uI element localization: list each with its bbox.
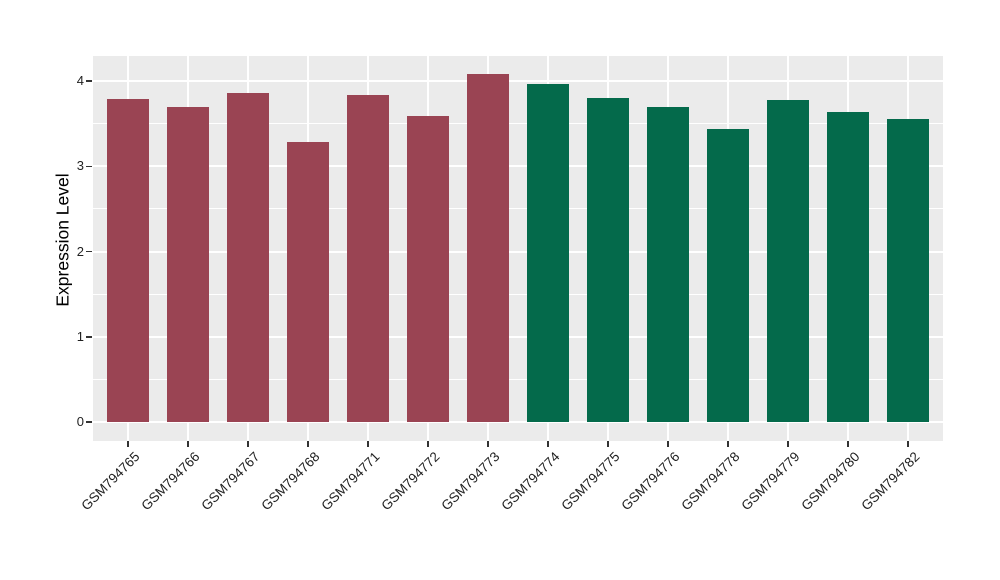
y-tick-4 <box>86 80 92 82</box>
x-tick-GSM794768 <box>307 441 309 447</box>
x-tick-GSM794780 <box>847 441 849 447</box>
x-tick-label-GSM794766: GSM794766 <box>138 449 203 514</box>
x-tick-label-GSM794771: GSM794771 <box>318 449 383 514</box>
x-tick-GSM794774 <box>547 441 549 447</box>
bar-gsm794774 <box>527 83 569 422</box>
plot-panel <box>93 56 943 441</box>
bar-gsm794765 <box>107 98 149 422</box>
x-tick-GSM794771 <box>367 441 369 447</box>
y-tick-0 <box>86 421 92 423</box>
x-tick-label-GSM794780: GSM794780 <box>798 449 863 514</box>
minor-gridline-y-1.5 <box>93 293 943 295</box>
bar-gsm794778 <box>707 128 749 422</box>
x-tick-label-GSM794767: GSM794767 <box>198 449 263 514</box>
bar-gsm794767 <box>227 92 269 422</box>
x-tick-GSM794775 <box>607 441 609 447</box>
bar-gsm794780 <box>827 111 869 422</box>
x-tick-GSM794767 <box>247 441 249 447</box>
major-gridline-y-0 <box>93 421 943 423</box>
bar-gsm794773 <box>467 74 509 422</box>
y-tick-label-4: 4 <box>76 73 84 88</box>
x-tick-label-GSM794765: GSM794765 <box>78 449 143 514</box>
y-tick-1 <box>86 336 92 338</box>
bar-gsm794768 <box>287 142 329 422</box>
y-tick-label-1: 1 <box>76 328 84 344</box>
major-gridline-y-2 <box>93 250 943 253</box>
bar-gsm794772 <box>407 115 449 422</box>
y-axis-title: Expression Level <box>52 173 73 307</box>
major-gridline-y-4 <box>93 80 943 82</box>
minor-gridline-y-3.5 <box>93 123 943 125</box>
y-tick-label-0: 0 <box>76 414 84 429</box>
x-tick-GSM794773 <box>487 441 489 447</box>
minor-gridline-y-0.5 <box>93 378 943 380</box>
bar-gsm794779 <box>767 99 809 422</box>
major-gridline-y-1 <box>93 335 943 338</box>
x-tick-label-GSM794776: GSM794776 <box>618 449 683 514</box>
x-tick-GSM794782 <box>907 441 909 447</box>
major-gridline-y-3 <box>93 165 943 168</box>
x-tick-GSM794778 <box>727 441 729 447</box>
minor-gridline-y-2.5 <box>93 208 943 210</box>
x-tick-GSM794772 <box>427 441 429 447</box>
bar-gsm794782 <box>887 119 929 422</box>
x-tick-GSM794776 <box>667 441 669 447</box>
y-tick-label-2: 2 <box>76 243 84 259</box>
y-tick-3 <box>86 165 92 167</box>
bar-gsm794771 <box>347 94 389 422</box>
x-tick-label-GSM794774: GSM794774 <box>498 449 563 514</box>
x-tick-label-GSM794768: GSM794768 <box>258 449 323 514</box>
bar-gsm794775 <box>587 98 629 422</box>
x-tick-label-GSM794779: GSM794779 <box>738 449 803 514</box>
x-tick-label-GSM794773: GSM794773 <box>438 449 503 514</box>
x-tick-GSM794779 <box>787 441 789 447</box>
bar-gsm794776 <box>647 106 689 422</box>
x-tick-GSM794766 <box>187 441 189 447</box>
bar-gsm794766 <box>167 106 209 422</box>
x-tick-label-GSM794775: GSM794775 <box>558 449 623 514</box>
y-tick-2 <box>86 250 92 253</box>
x-tick-label-GSM794778: GSM794778 <box>678 449 743 514</box>
y-tick-label-3: 3 <box>76 158 84 174</box>
x-tick-label-GSM794782: GSM794782 <box>858 449 923 514</box>
x-tick-label-GSM794772: GSM794772 <box>378 449 443 514</box>
x-tick-GSM794765 <box>127 441 129 447</box>
